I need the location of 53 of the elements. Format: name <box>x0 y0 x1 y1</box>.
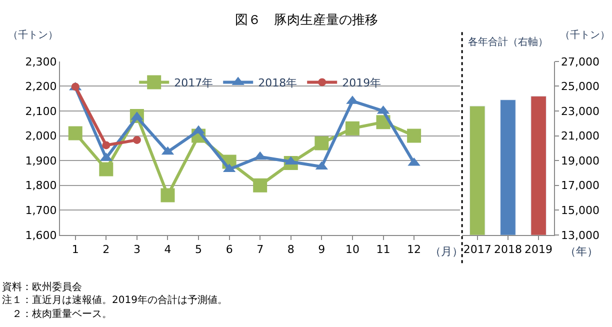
y-tick-label: 1,700 <box>25 204 57 217</box>
point <box>407 128 422 143</box>
y-tick-label: 21,000 <box>561 130 600 143</box>
x-tick-label: 10 <box>345 243 360 256</box>
y-tick-label: 15,000 <box>561 204 600 217</box>
x-axis-title: （月） <box>430 245 463 258</box>
y-tick-label: 2,100 <box>25 104 57 118</box>
y-tick-label: 19,000 <box>561 154 600 168</box>
point <box>132 136 141 144</box>
y-tick-label: 1,600 <box>25 228 57 242</box>
point <box>345 121 360 136</box>
x-tick-label: 4 <box>164 243 172 256</box>
y-axis-title: （千トン） <box>560 29 610 41</box>
y-tick-label: 17,000 <box>561 179 600 192</box>
x-tick-label: 2 <box>102 243 110 256</box>
x-tick-label: 5 <box>195 243 202 256</box>
y-tick-label: 13,000 <box>561 228 600 242</box>
x-tick-label: 11 <box>376 243 390 256</box>
text: ２：枝肉重量ベース。 <box>2 308 112 320</box>
x-axis-title: （年） <box>565 245 598 258</box>
y-tick-label: 27,000 <box>561 55 600 68</box>
x-tick-label: 9 <box>318 243 326 256</box>
x-tick-label: 2018 <box>494 243 522 256</box>
x-tick-label: 2017 <box>463 243 492 256</box>
legend-label: 2018年 <box>258 76 298 90</box>
y-tick-label: 23,000 <box>561 104 600 118</box>
x-tick-label: 1 <box>72 243 79 256</box>
y-axis-title: （千トン） <box>8 29 58 41</box>
y-tick-label: 2,200 <box>25 80 57 94</box>
point <box>68 126 82 140</box>
x-tick-label: 7 <box>256 243 264 256</box>
point <box>102 141 110 150</box>
y-tick-label: 1,800 <box>25 179 57 192</box>
point <box>160 188 175 202</box>
point <box>314 136 329 150</box>
x-tick-label: 2019 <box>524 243 553 256</box>
x-tick-label: 6 <box>226 243 233 256</box>
x-tick-label: 3 <box>133 243 140 256</box>
text: 資料：欧州委員会 <box>2 281 82 293</box>
x-tick-label: 12 <box>407 243 422 256</box>
y-tick-label: 25,000 <box>561 80 600 94</box>
x-tick-label: 8 <box>287 243 294 256</box>
chart-title: 図６ 豚肉生産量の推移 <box>235 12 378 28</box>
legend-label: 2017年 <box>174 76 214 90</box>
y-tick-label: 1,900 <box>25 154 57 168</box>
point <box>253 178 268 192</box>
legend-label: 2019年 <box>342 76 382 90</box>
point <box>99 162 114 176</box>
y-tick-label: 2,300 <box>25 55 57 68</box>
point <box>71 82 80 91</box>
y-tick-label: 2,000 <box>25 130 57 143</box>
chart-title: 各年合計（右軸） <box>468 36 548 48</box>
text: 注１：直近月は速報値。2019年の合計は予測値。 <box>2 294 228 306</box>
